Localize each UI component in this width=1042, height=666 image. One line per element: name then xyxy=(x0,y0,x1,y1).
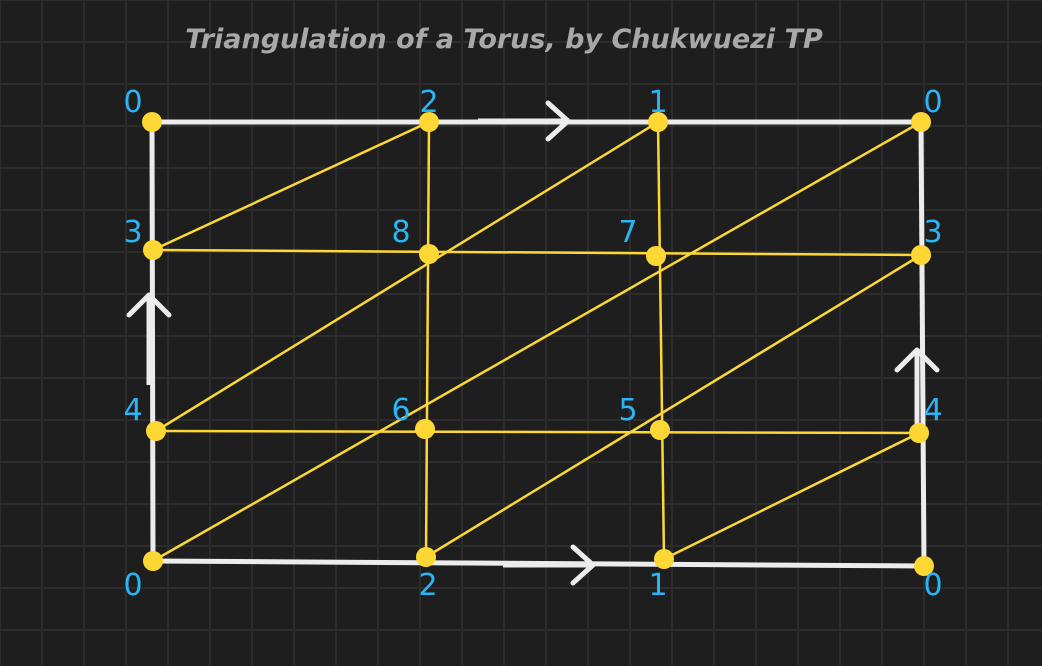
vertex-point xyxy=(648,112,668,132)
vertex-point xyxy=(142,112,162,132)
vertex-point xyxy=(419,244,439,264)
vertex-point xyxy=(650,420,670,440)
vertex-label: 4 xyxy=(123,393,142,428)
triangulation-edge xyxy=(151,120,431,252)
identification-arrows xyxy=(126,100,940,586)
vertex-point xyxy=(646,246,666,266)
vertex-label: 6 xyxy=(391,393,410,428)
frame-edge xyxy=(918,119,927,569)
vertex-point xyxy=(909,423,929,443)
vertex-label: 3 xyxy=(123,215,142,250)
vertex-label: 0 xyxy=(123,568,142,603)
vertex-point xyxy=(911,245,931,265)
triangulation-edge xyxy=(424,253,923,559)
chevron-right-icon xyxy=(570,544,596,586)
vertex-point xyxy=(415,419,435,439)
chevron-right-icon xyxy=(545,100,571,142)
triangulation-edge xyxy=(656,120,666,561)
triangulation-edge xyxy=(154,429,921,435)
triangulation-edge xyxy=(151,248,923,257)
vertex-label: 2 xyxy=(418,568,437,603)
frame-edge xyxy=(149,119,156,564)
triangulation-edge xyxy=(424,120,431,559)
vertex-label: 1 xyxy=(648,85,667,120)
triangulation-edge xyxy=(662,431,921,561)
vertex-labels: 0 2 1 0 3 8 7 3 4 6 5 4 0 2 1 0 xyxy=(123,85,942,603)
triangulation-edge xyxy=(151,120,923,563)
vertex-point xyxy=(416,547,436,567)
vertex-points xyxy=(142,112,934,576)
vertex-label: 7 xyxy=(618,215,637,250)
vertex-label: 1 xyxy=(648,568,667,603)
vertex-point xyxy=(146,421,166,441)
vertex-point xyxy=(419,112,439,132)
diagram-title: Triangulation of a Torus, by Chukwuezi T… xyxy=(185,24,823,55)
vertex-label: 5 xyxy=(618,393,637,428)
vertex-point xyxy=(654,549,674,569)
vertex-label: 0 xyxy=(923,568,942,603)
chevron-up-icon xyxy=(126,292,172,318)
triangulation-edges xyxy=(151,120,923,563)
vertex-point xyxy=(914,556,934,576)
vertex-label: 3 xyxy=(923,215,942,250)
vertex-label: 8 xyxy=(391,215,410,250)
vertex-point xyxy=(143,240,163,260)
vertex-point xyxy=(911,112,931,132)
triangulation-edge xyxy=(154,120,660,433)
vertex-label: 0 xyxy=(123,85,142,120)
vertex-point xyxy=(143,551,163,571)
chevron-up-icon xyxy=(894,347,940,373)
vertex-label: 0 xyxy=(923,85,942,120)
vertex-label: 2 xyxy=(419,85,438,120)
vertex-label: 4 xyxy=(923,393,942,428)
